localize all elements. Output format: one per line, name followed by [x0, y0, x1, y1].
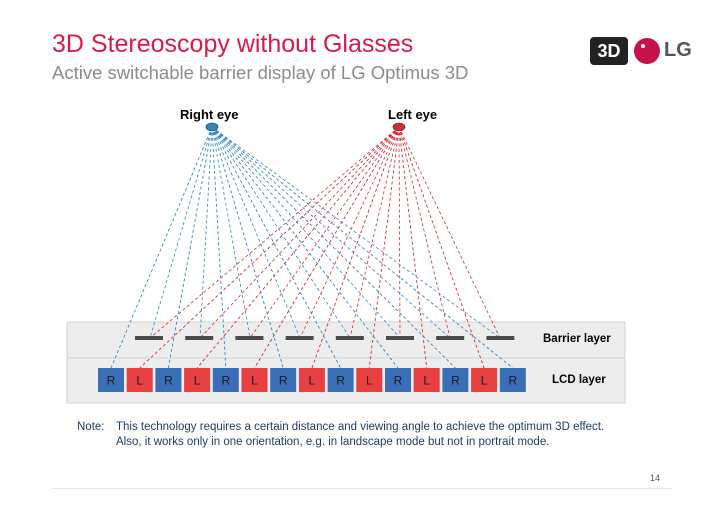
lg-3d-logo: 3D LG	[590, 37, 692, 65]
footer-rule	[52, 488, 672, 489]
lcd-pixel-label: R	[508, 374, 517, 388]
barrier-edge-ray	[211, 126, 351, 339]
lcd-pixel-label: L	[251, 374, 258, 388]
barrier-edge-ray	[211, 126, 251, 339]
lcd-pixel-label: R	[279, 374, 288, 388]
right-eye-ray	[211, 126, 341, 369]
right-eye-ray	[211, 126, 227, 369]
lcd-pixel-label: R	[336, 374, 345, 388]
barrier-segment	[486, 336, 515, 340]
barrier-edge-ray	[398, 126, 401, 339]
lcd-pixel	[241, 368, 268, 392]
3d-badge: 3D	[590, 37, 628, 65]
lcd-pixel-label: R	[451, 374, 460, 388]
barrier-segments	[135, 336, 515, 340]
lcd-pixel	[155, 368, 182, 392]
lcd-pixel-label: L	[366, 374, 373, 388]
barrier-segment	[285, 336, 314, 340]
barrier-edge-ray	[211, 126, 501, 339]
left-eye-ray	[398, 126, 485, 369]
barrier-segment	[335, 336, 364, 340]
slide-subtitle: Active switchable barrier display of LG …	[52, 62, 469, 83]
page-number: 14	[650, 473, 661, 483]
eye-markers	[205, 122, 406, 132]
barrier-edge-ray	[211, 126, 301, 339]
lcd-pixel-label: L	[481, 374, 488, 388]
lcd-pixel	[442, 368, 469, 392]
lcd-pixel	[356, 368, 383, 392]
left-eye-ray	[368, 126, 400, 369]
right-eye-ray	[211, 126, 399, 369]
lg-face-icon	[634, 38, 660, 64]
lcd-layer-label: LCD layer	[552, 374, 606, 386]
lcd-pixel-label: L	[136, 374, 143, 388]
barrier-edge-ray	[249, 126, 400, 339]
note-prefix: Note:	[77, 421, 105, 433]
note-line-2: Also, it works only in one orientation, …	[116, 436, 550, 448]
barrier-segment	[436, 336, 465, 340]
lcd-pixel	[298, 368, 325, 392]
left-eye-icon	[392, 122, 406, 132]
lcd-pixel	[126, 368, 153, 392]
lcd-pixel-label: L	[194, 374, 201, 388]
lcd-pixel	[184, 368, 211, 392]
barrier-layer-label: Barrier layer	[543, 333, 611, 345]
lcd-pixel	[98, 368, 124, 392]
right-eye-label: Right eye	[180, 107, 239, 122]
left-eye-ray	[398, 126, 428, 369]
lcd-pixel-label: L	[309, 374, 316, 388]
barrier-edge-ray	[349, 126, 400, 339]
barrier-edge-ray	[199, 126, 213, 339]
lcd-pixel-label: R	[221, 374, 230, 388]
lcd-pixel-label: R	[107, 374, 116, 388]
left-eye-ray	[139, 126, 400, 369]
barrier-edge-ray	[398, 126, 451, 339]
lcd-pixel	[212, 368, 239, 392]
lcd-pixel-label: R	[394, 374, 403, 388]
barrier-edge-ray	[149, 126, 213, 339]
right-eye-icon	[205, 122, 219, 132]
barrier-edge-ray	[299, 126, 400, 339]
lcd-pixel	[270, 368, 297, 392]
lcd-pixel	[413, 368, 440, 392]
left-eye-ray	[254, 126, 400, 369]
right-eye-ray	[211, 126, 456, 369]
lcd-pixel-label: L	[423, 374, 430, 388]
barrier-edge-ray	[211, 126, 451, 339]
barrier-segment	[386, 336, 414, 340]
lcd-pixel	[385, 368, 411, 392]
lcd-pixel-label: R	[164, 374, 173, 388]
barrier-edge-ray	[398, 126, 501, 339]
lcd-pixel	[327, 368, 354, 392]
lcd-pixel	[471, 368, 498, 392]
note-line-1: This technology requires a certain dista…	[116, 421, 605, 433]
slide-title: 3D Stereoscopy without Glasses	[52, 30, 414, 58]
barrier-edge-ray	[199, 126, 400, 339]
right-eye-ray	[167, 126, 213, 369]
left-eye-ray	[311, 126, 400, 369]
lcd-pixel	[499, 368, 526, 392]
barrier-segment	[135, 336, 163, 340]
left-eye-ray	[196, 126, 400, 369]
light-rays	[110, 126, 514, 369]
barrier-edge-ray	[149, 126, 400, 339]
left-eye-label: Left eye	[388, 107, 438, 122]
right-eye-ray	[211, 126, 514, 369]
barrier-segment	[235, 336, 264, 340]
barrier-segment	[185, 336, 214, 340]
lg-brand-text: LG	[664, 39, 692, 61]
right-eye-ray	[211, 126, 284, 369]
barrier-edge-ray	[211, 126, 401, 339]
